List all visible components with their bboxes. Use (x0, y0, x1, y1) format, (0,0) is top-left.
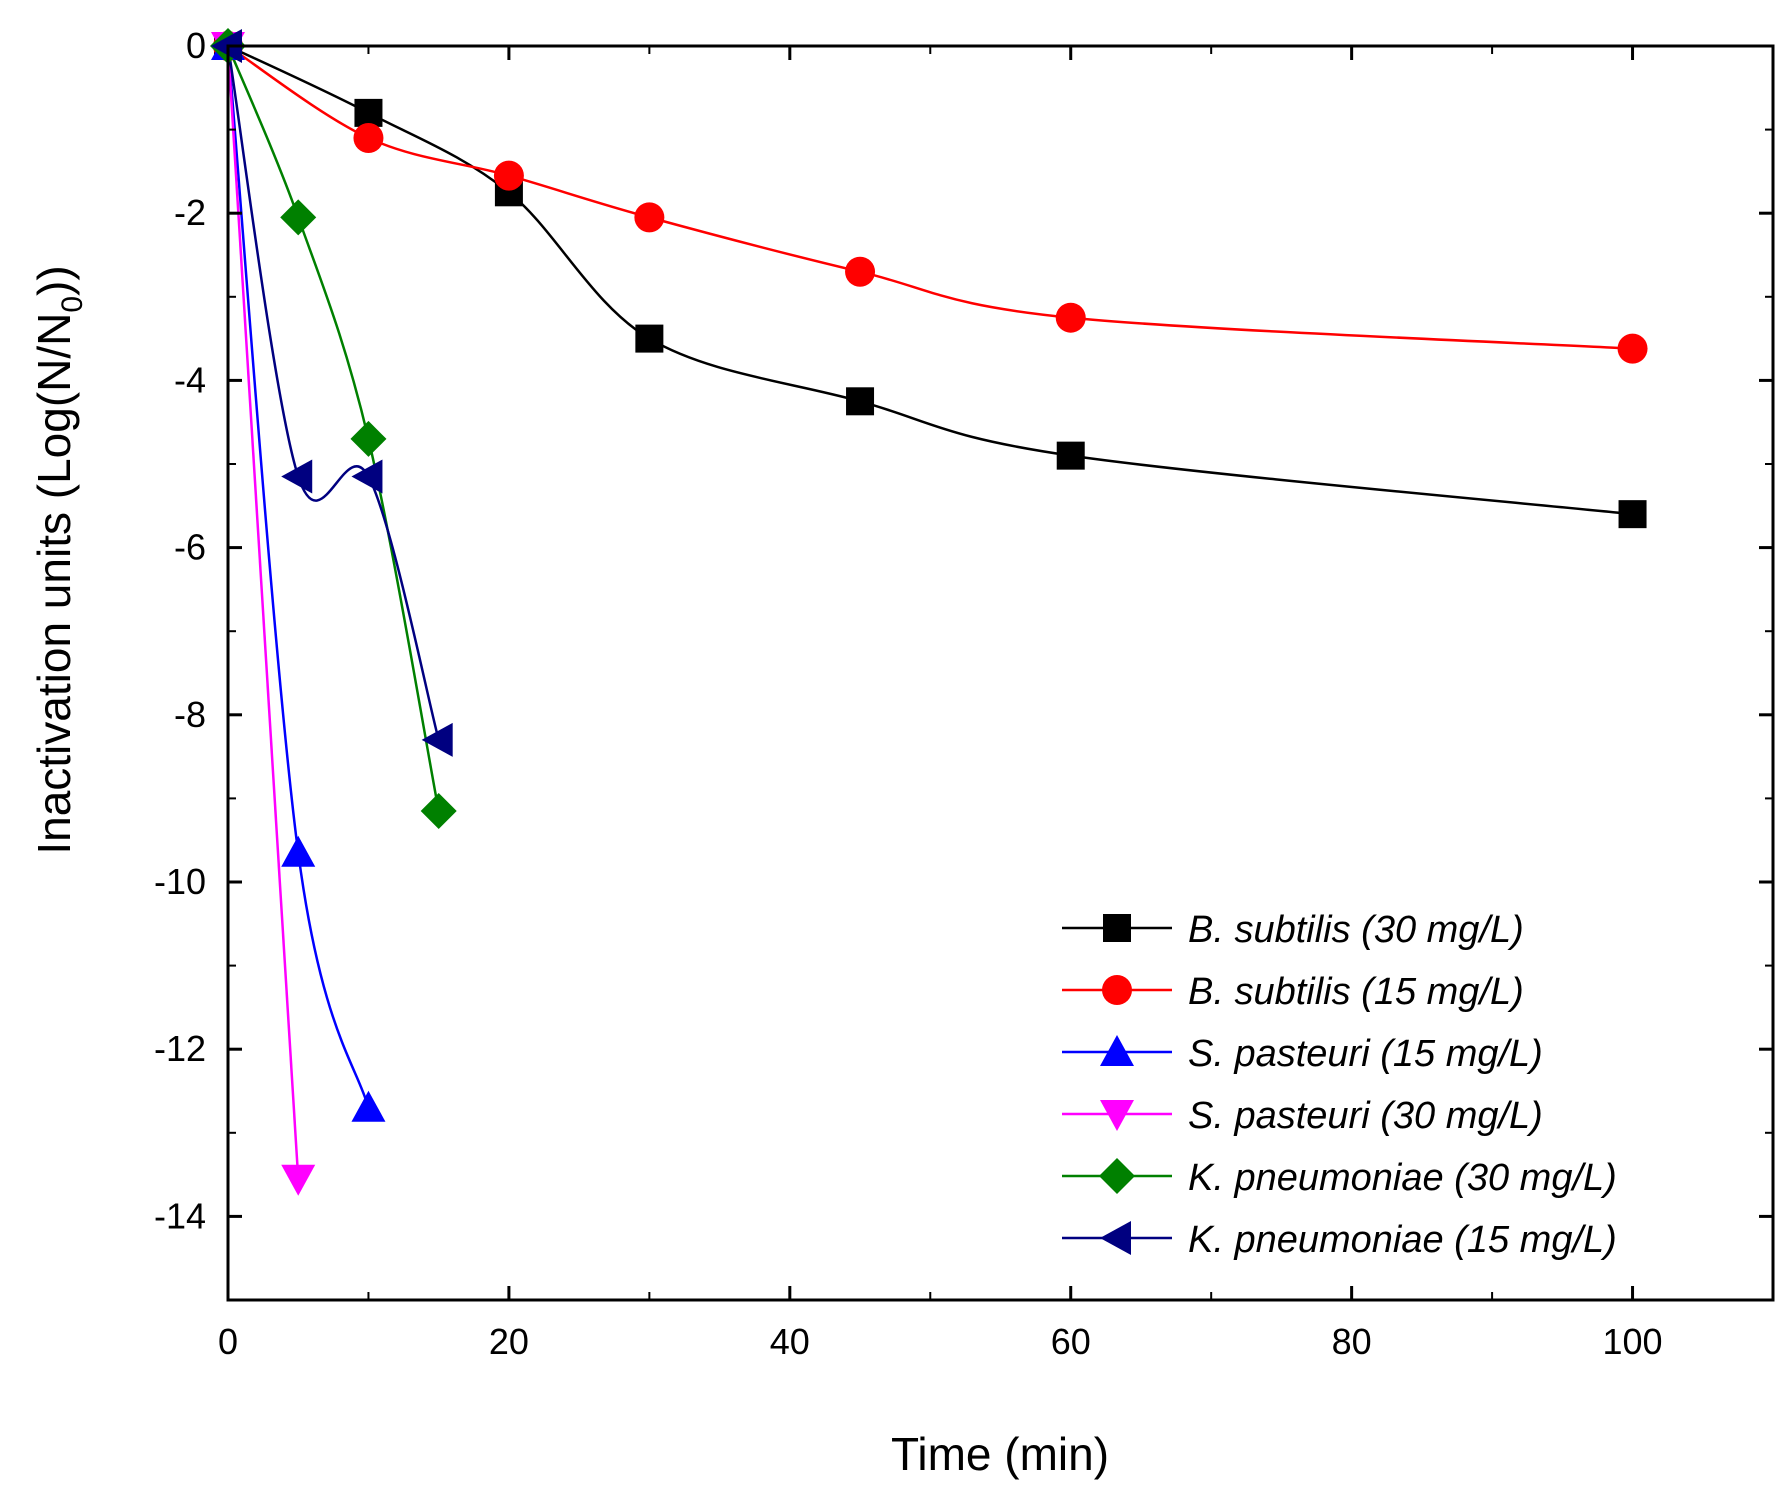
y-tick-label: -10 (154, 861, 206, 902)
data-point-5 (351, 459, 383, 494)
series-line-1 (227, 44, 1633, 350)
y-axis-ticks: 0 -2 -4 -6 -8 -10 -12 -14 (154, 25, 1773, 1236)
y-axis-title-subscript: 0 (56, 296, 89, 313)
data-point-3 (281, 1164, 316, 1196)
data-point-1 (1055, 302, 1086, 333)
y-axis-title-main: Inactivation units (Log(N/N (28, 313, 80, 855)
data-point-1 (1617, 333, 1648, 364)
series-line-0 (227, 44, 1633, 516)
legend-label-2: S. pasteuri (15 mg/L) (1188, 1033, 1543, 1075)
y-tick-label: -12 (154, 1028, 206, 1069)
data-point-1 (353, 122, 384, 153)
series-line-5 (226, 45, 440, 741)
data-point-1 (493, 160, 524, 191)
y-tick-label: -2 (174, 192, 206, 233)
legend-marker-0 (1103, 914, 1131, 942)
data-point-1 (845, 256, 876, 287)
data-point-4 (280, 199, 317, 236)
data-point-2 (281, 835, 316, 867)
x-tick-label: 0 (218, 1321, 238, 1362)
legend-label-5: K. pneumoniae (15 mg/L) (1188, 1219, 1617, 1261)
y-tick-label: 0 (186, 25, 206, 66)
data-point-5 (421, 722, 453, 757)
plot-frame (226, 44, 1775, 1302)
legend-marker-4 (1099, 1158, 1135, 1194)
series-line-3 (226, 45, 300, 1179)
legend: B. subtilis (30 mg/L) B. subtilis (15 mg/… (1062, 909, 1617, 1261)
y-axis-title: Inactivation units (Log(N/N0)) (28, 265, 89, 854)
data-point-0 (354, 98, 383, 127)
legend-marker-1 (1102, 975, 1132, 1005)
legend-marker-3 (1100, 1100, 1134, 1131)
x-tick-label: 100 (1603, 1321, 1663, 1362)
legend-marker-2 (1100, 1035, 1134, 1066)
x-tick-label: 60 (1051, 1321, 1091, 1362)
data-point-1 (634, 202, 665, 233)
series-markers (210, 28, 1648, 1196)
x-tick-label: 80 (1332, 1321, 1372, 1362)
data-point-2 (351, 1090, 386, 1122)
data-point-0 (1618, 500, 1647, 529)
series-line-2 (226, 45, 370, 1109)
data-point-0 (1056, 441, 1085, 470)
legend-marker-5 (1100, 1221, 1131, 1255)
x-axis-ticks: 0 20 40 60 80 100 (218, 46, 1663, 1362)
x-tick-label: 40 (770, 1321, 810, 1362)
data-point-4 (420, 792, 457, 829)
series-curves (226, 44, 1633, 1179)
y-tick-label: -4 (174, 359, 206, 400)
legend-label-3: S. pasteuri (30 mg/L) (1188, 1095, 1543, 1137)
data-point-5 (281, 459, 313, 494)
legend-label-4: K. pneumoniae (30 mg/L) (1188, 1157, 1617, 1199)
legend-label-0: B. subtilis (30 mg/L) (1188, 909, 1524, 951)
series-line-4 (226, 45, 440, 812)
data-point-0 (846, 387, 875, 416)
y-axis-title-tail: )) (28, 265, 80, 296)
x-axis-title: Time (min) (891, 1428, 1109, 1480)
y-tick-label: -8 (174, 694, 206, 735)
data-point-4 (350, 420, 387, 457)
y-tick-label: -6 (174, 527, 206, 568)
x-tick-label: 20 (489, 1321, 529, 1362)
y-tick-label: -14 (154, 1195, 206, 1236)
legend-label-1: B. subtilis (15 mg/L) (1188, 971, 1524, 1013)
data-point-0 (635, 324, 664, 353)
